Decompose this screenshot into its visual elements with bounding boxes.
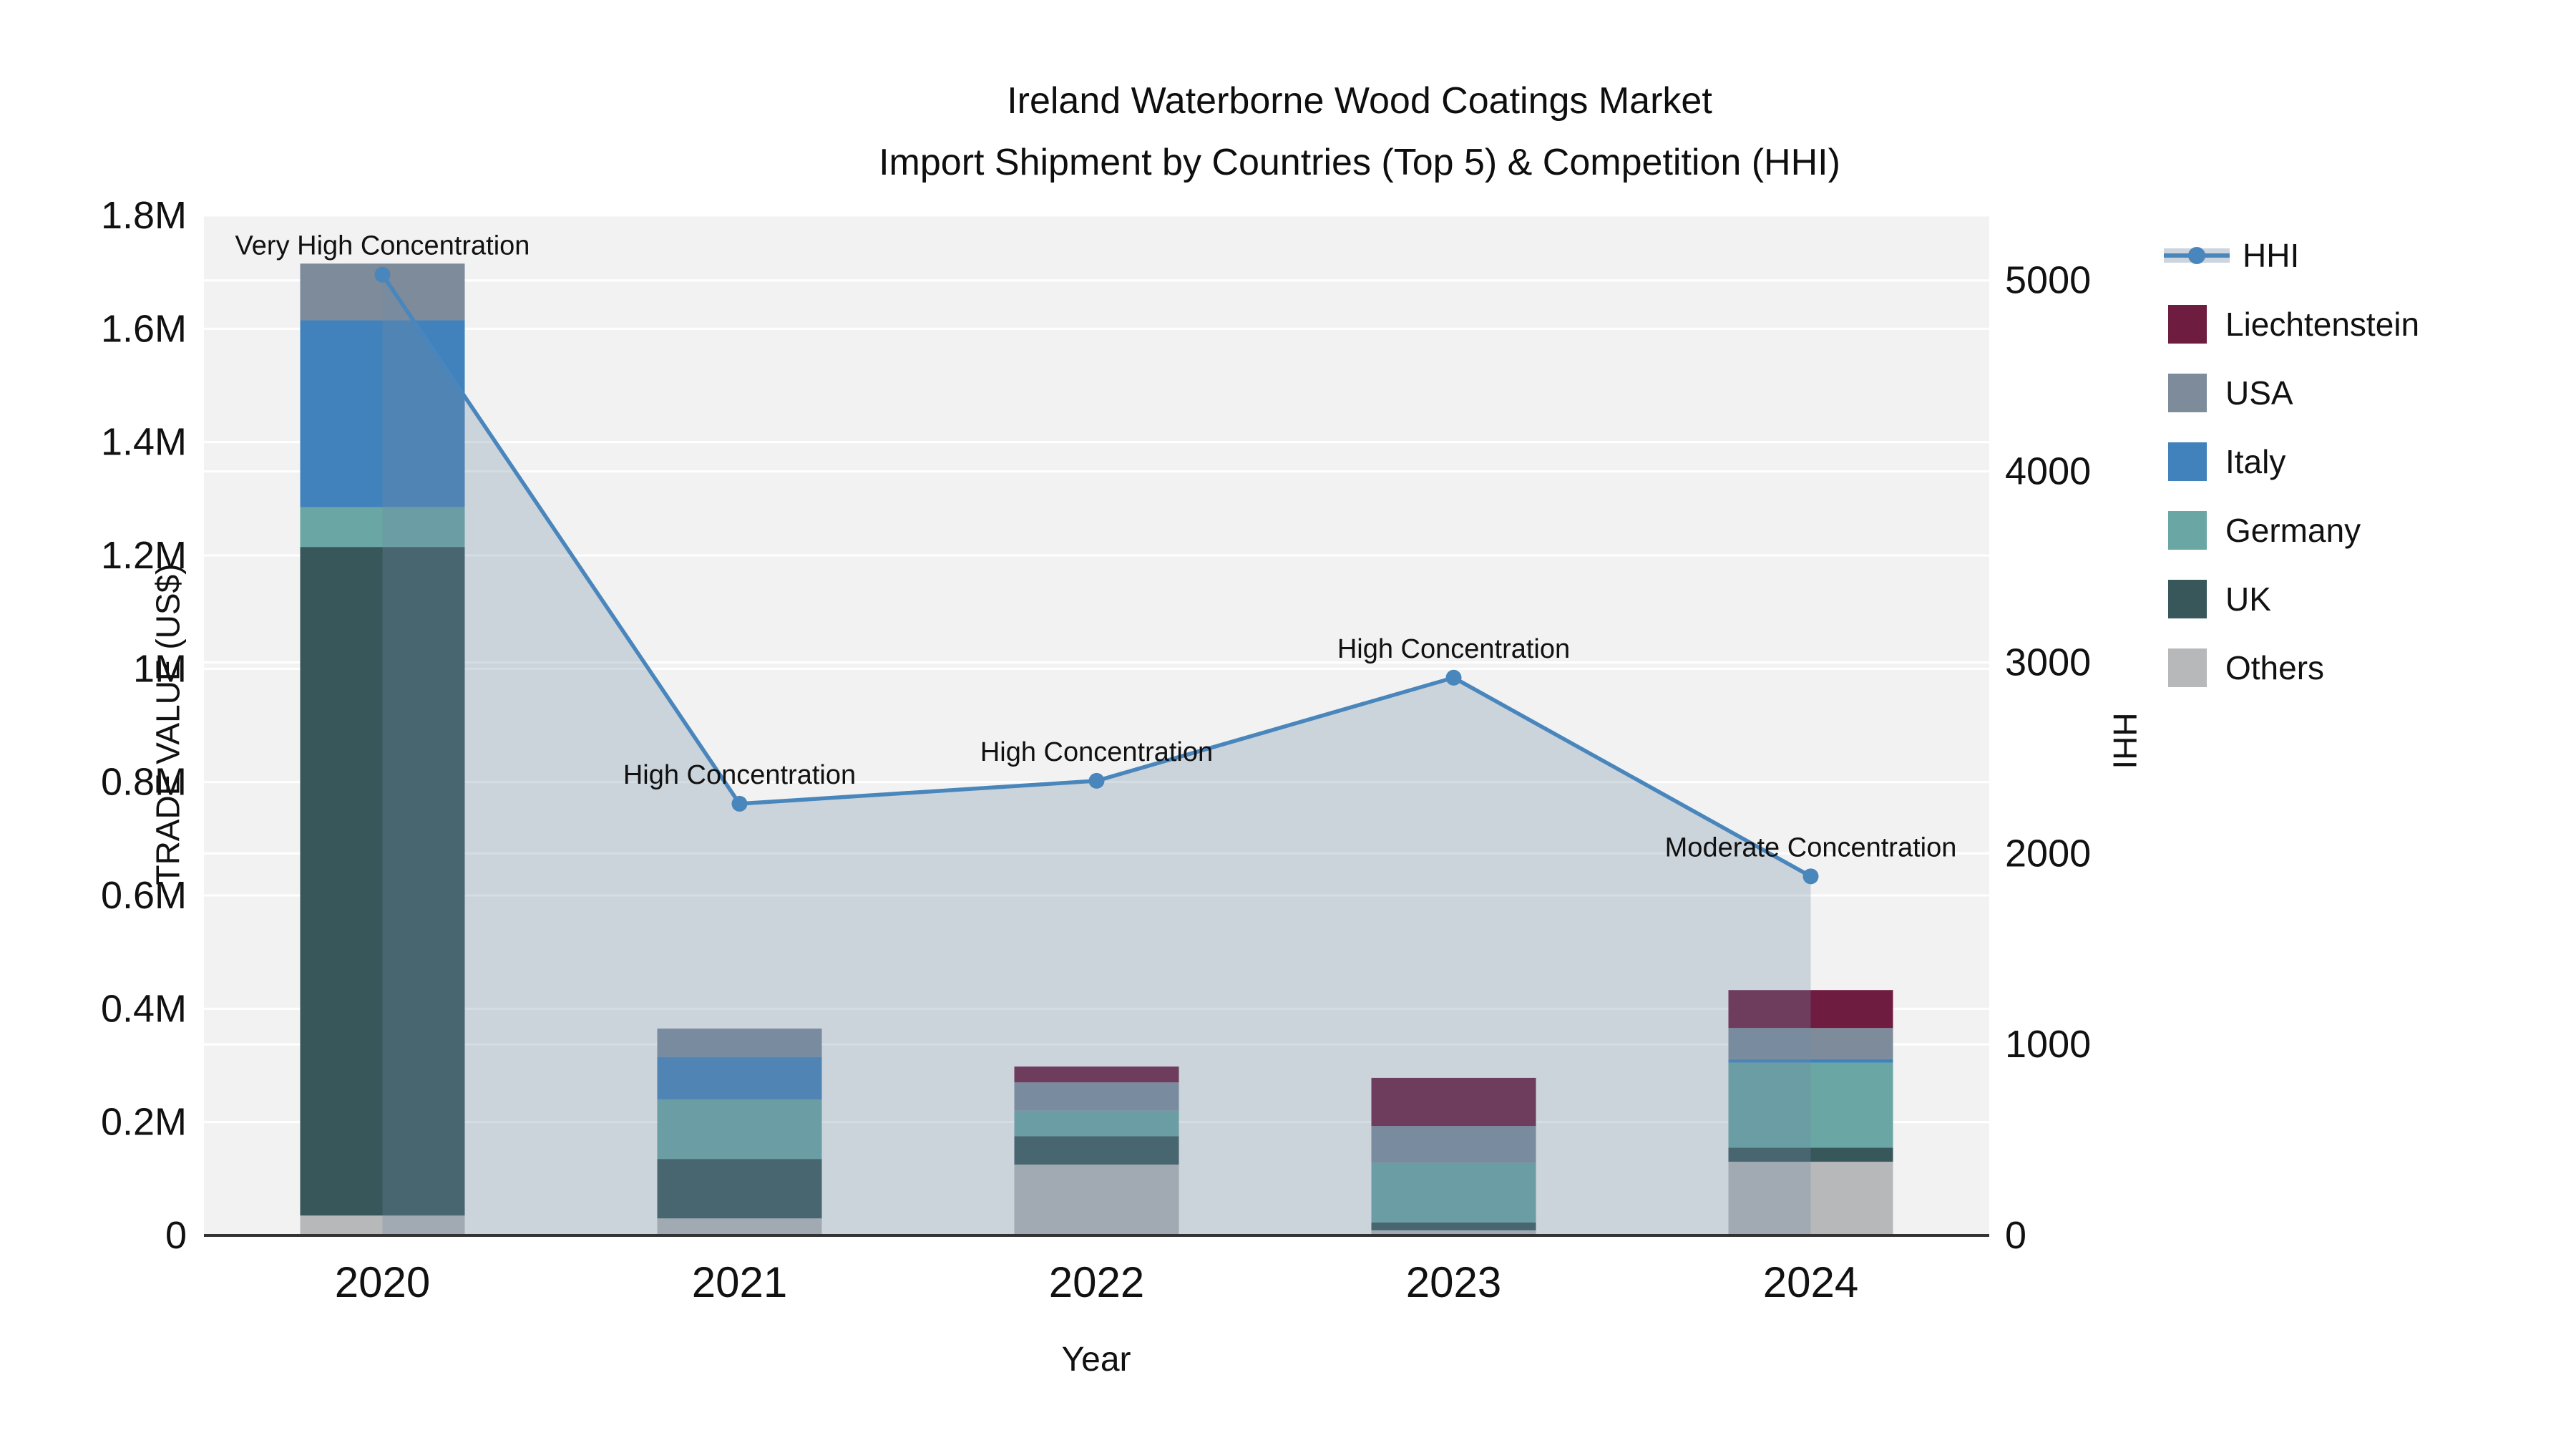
legend-item-italy[interactable]: Italy — [2168, 442, 2419, 481]
y-right-axis-title: HHI — [2106, 712, 2144, 769]
bar-segment-2023-Others[interactable] — [1371, 1230, 1536, 1235]
y-right-tick-2000: 2000 — [2005, 832, 2091, 875]
x-tick-2024: 2024 — [1763, 1258, 1858, 1306]
bar-segment-2024-USA[interactable] — [1728, 1028, 1893, 1059]
plot-area-background — [204, 215, 1989, 1235]
bar-segment-2024-Italy[interactable] — [1728, 1059, 1893, 1063]
hhi-point-2023[interactable] — [1445, 669, 1462, 686]
y-left-tick-0: 0 — [165, 1214, 187, 1257]
legend-item-uk[interactable]: UK — [2168, 580, 2419, 618]
x-tick-2022: 2022 — [1049, 1258, 1144, 1306]
bar-segment-2024-Liechtenstein[interactable] — [1728, 990, 1893, 1029]
legend-swatch-uk — [2168, 580, 2207, 618]
legend-label-uk: UK — [2225, 580, 2271, 618]
y-right-tick-3000: 3000 — [2005, 641, 2091, 684]
x-tick-2021: 2021 — [692, 1258, 787, 1306]
legend-item-liechtenstein[interactable]: Liechtenstein — [2168, 305, 2419, 344]
legend-label-liechtenstein: Liechtenstein — [2225, 306, 2420, 343]
bar-segment-2023-Liechtenstein[interactable] — [1371, 1077, 1536, 1127]
y-left-tick-0.2M: 0.2M — [101, 1101, 187, 1144]
y-left-tick-1.6M: 1.6M — [101, 307, 187, 350]
bar-segment-2022-Others[interactable] — [1014, 1165, 1179, 1235]
x-tick-2020: 2020 — [335, 1258, 430, 1306]
hhi-point-2021[interactable] — [731, 795, 748, 812]
y-left-tick-0.6M: 0.6M — [101, 874, 187, 917]
legend-item-germany[interactable]: Germany — [2168, 511, 2419, 550]
annotation-2022: High Concentration — [980, 737, 1213, 767]
chart-title: Ireland Waterborne Wood Coatings Market … — [879, 70, 1840, 193]
bar-segment-2020-UK[interactable] — [300, 547, 465, 1216]
bar-segment-2023-USA[interactable] — [1371, 1126, 1536, 1163]
legend-swatch-usa — [2168, 374, 2207, 412]
bar-segment-2021-UK[interactable] — [657, 1159, 822, 1219]
y-left-tick-1.8M: 1.8M — [101, 194, 187, 237]
legend-swatch-others — [2168, 648, 2207, 687]
bar-segment-2023-Germany[interactable] — [1371, 1162, 1536, 1223]
legend-item-hhi[interactable]: HHI — [2164, 236, 2419, 275]
bar-segment-2022-USA[interactable] — [1014, 1082, 1179, 1111]
y-left-tick-0.8M: 0.8M — [101, 761, 187, 804]
annotation-2021: High Concentration — [623, 760, 856, 790]
annotation-2020: Very High Concentration — [235, 231, 530, 261]
y-left-tick-1M: 1M — [133, 647, 187, 690]
bar-segment-2024-UK[interactable] — [1728, 1147, 1893, 1162]
x-tick-2023: 2023 — [1406, 1258, 1501, 1306]
y-right-tick-5000: 5000 — [2005, 259, 2091, 302]
legend-swatch-italy — [2168, 442, 2207, 481]
chart-title-line2: Import Shipment by Countries (Top 5) & C… — [879, 142, 1840, 183]
bar-segment-2021-USA[interactable] — [657, 1029, 822, 1057]
bar-segment-2020-Others[interactable] — [300, 1215, 465, 1235]
legend-swatch-liechtenstein — [2168, 305, 2207, 344]
bar-segment-2024-Germany[interactable] — [1728, 1062, 1893, 1148]
legend: HHI Liechtenstein USA Italy Germany UK Others — [2164, 236, 2419, 717]
bar-segment-2023-UK[interactable] — [1371, 1222, 1536, 1230]
annotation-2024: Moderate Concentration — [1665, 832, 1957, 862]
y-left-axis-title: TRADE VALUE (US$) — [149, 563, 187, 885]
y-left-tick-0.4M: 0.4M — [101, 987, 187, 1030]
bar-segment-2021-Others[interactable] — [657, 1218, 822, 1235]
hhi-point-2020[interactable] — [374, 266, 391, 283]
bar-segment-2024-Others[interactable] — [1728, 1162, 1893, 1235]
hhi-point-2024[interactable] — [1802, 868, 1819, 885]
legend-label-others: Others — [2225, 649, 2325, 686]
legend-item-others[interactable]: Others — [2168, 648, 2419, 687]
legend-label-usa: USA — [2225, 374, 2293, 412]
bar-segment-2021-Germany[interactable] — [657, 1099, 822, 1160]
hhi-point-2022[interactable] — [1088, 772, 1105, 789]
bar-segment-2021-Italy[interactable] — [657, 1056, 822, 1099]
bar-segment-2020-Italy[interactable] — [300, 320, 465, 507]
chart-title-line1: Ireland Waterborne Wood Coatings Market — [1007, 80, 1712, 122]
legend-item-usa[interactable]: USA — [2168, 374, 2419, 412]
y-left-tick-1.4M: 1.4M — [101, 421, 187, 464]
y-left-tick-1.2M: 1.2M — [101, 534, 187, 577]
bar-segment-2022-Liechtenstein[interactable] — [1014, 1066, 1179, 1083]
legend-label-hhi: HHI — [2243, 237, 2300, 274]
bar-segment-2020-Germany[interactable] — [300, 507, 465, 548]
y-right-tick-4000: 4000 — [2005, 450, 2091, 493]
y-right-tick-0: 0 — [2005, 1214, 2026, 1257]
y-right-tick-1000: 1000 — [2005, 1023, 2091, 1066]
x-axis-title: Year — [1061, 1341, 1131, 1379]
legend-swatch-germany — [2168, 511, 2207, 550]
annotation-2023: High Concentration — [1337, 634, 1570, 664]
hhi-area-fill — [382, 274, 1811, 1235]
legend-hhi-line-icon — [2164, 245, 2230, 266]
bar-segment-2022-Germany[interactable] — [1014, 1110, 1179, 1137]
bar-segment-2022-UK[interactable] — [1014, 1136, 1179, 1165]
legend-label-italy: Italy — [2225, 443, 2286, 480]
legend-label-germany: Germany — [2225, 512, 2361, 549]
